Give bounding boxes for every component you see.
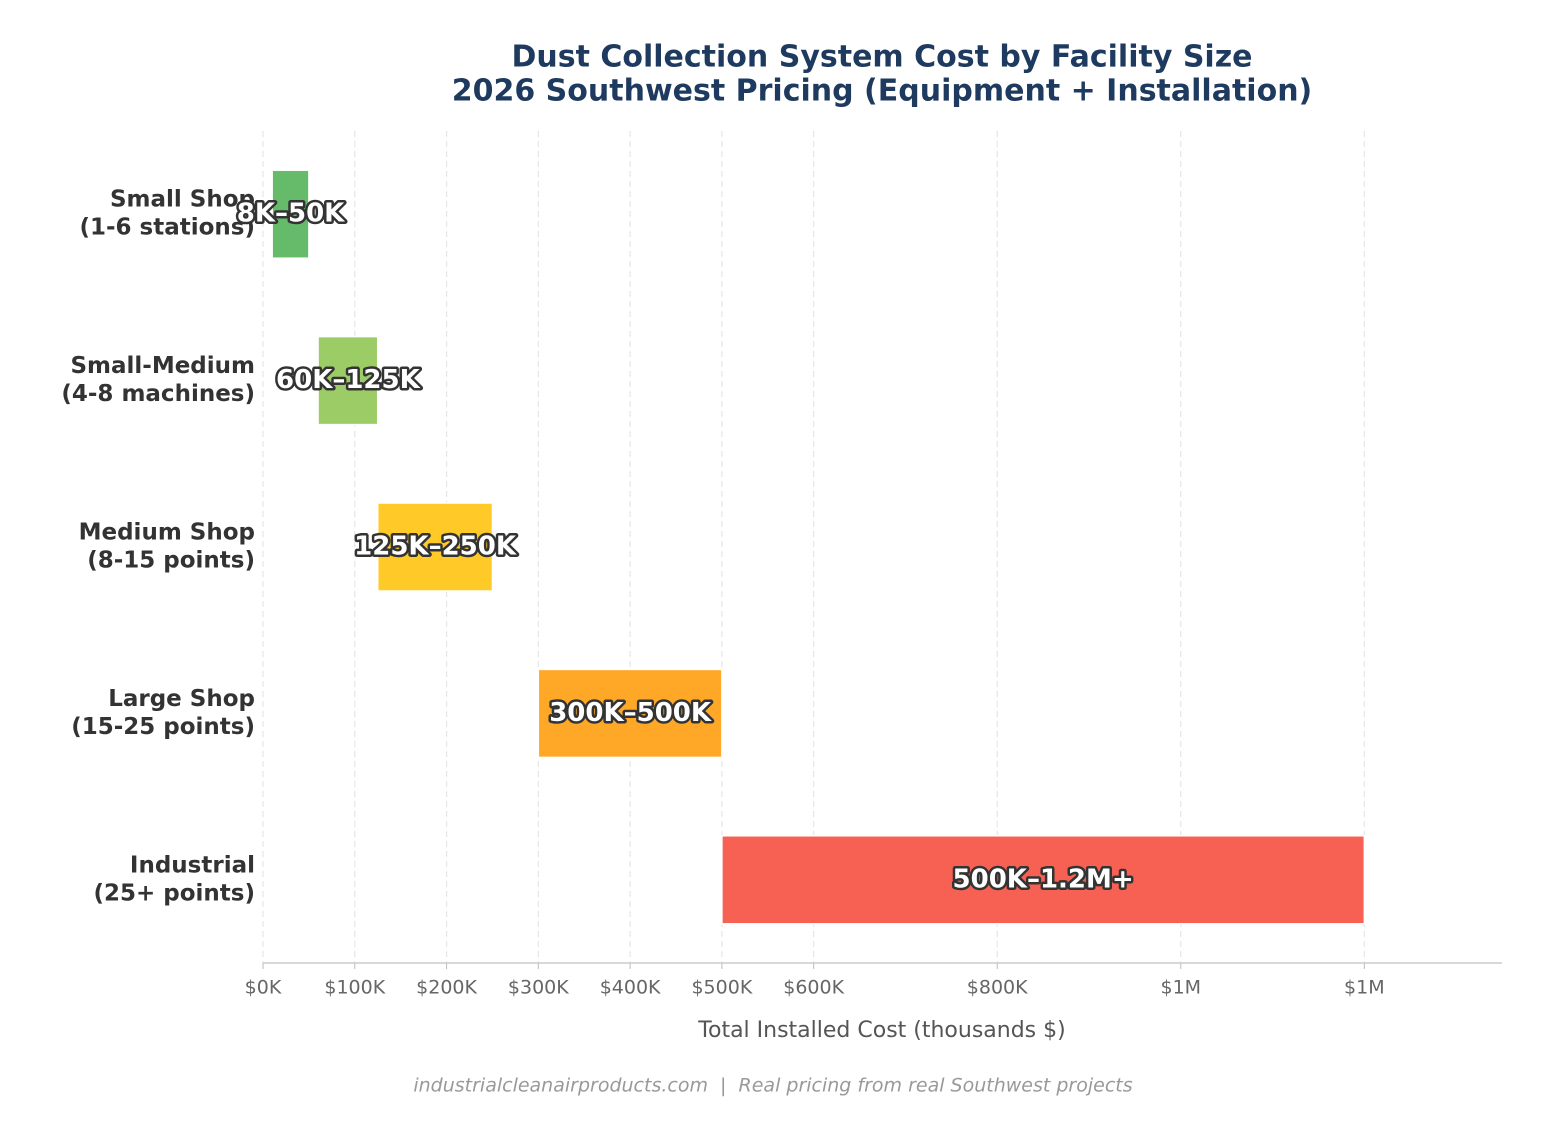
x-tick-label: $1M [1160, 977, 1201, 999]
y-tick-label: Industrial [130, 852, 255, 878]
y-tick-label: Small-Medium [70, 353, 255, 379]
bar [721, 835, 1366, 925]
footer: industrialcleanairproducts.com | Real pr… [413, 1075, 1132, 1097]
bar-label: 8K–50K [237, 199, 345, 229]
x-tick-label: $600K [783, 977, 844, 999]
x-tick-label: $100K [324, 977, 385, 999]
bar-label: 500K–1.2M+ [953, 864, 1134, 894]
x-tick-label: $300K [508, 977, 569, 999]
x-tick-label: $200K [416, 977, 477, 999]
bar [271, 169, 310, 259]
chart-title: Dust Collection System Cost by Facility … [511, 40, 1252, 75]
y-tick-label: (25+ points) [93, 880, 255, 906]
x-tick-label: $800K [967, 977, 1028, 999]
bar [537, 668, 723, 759]
bar-label: 60K–125K [276, 365, 421, 395]
y-tick-label: Large Shop [108, 686, 255, 712]
y-tick-label: (15-25 points) [71, 714, 255, 740]
x-tick-label: $1M [1344, 977, 1385, 999]
x-tick-label: $400K [600, 977, 661, 999]
y-tick-label: (1-6 stations) [79, 215, 255, 241]
chart-subtitle: 2026 Southwest Pricing (Equipment + Inst… [452, 74, 1313, 109]
y-tick-label: Small Shop [110, 187, 255, 213]
x-tick-label: $0K [245, 977, 282, 999]
bar-label: 125K–250K [354, 532, 517, 562]
y-tick-label: Medium Shop [79, 520, 255, 546]
bar [317, 335, 379, 426]
y-tick-label: (8-15 points) [87, 548, 255, 574]
y-tick-label: (4-8 machines) [61, 381, 255, 407]
x-axis-label: Total Installed Cost (thousands $) [697, 1018, 1065, 1043]
bar [376, 502, 494, 592]
bar-label: 300K–500K [549, 698, 712, 728]
x-tick-label: $500K [691, 977, 752, 999]
